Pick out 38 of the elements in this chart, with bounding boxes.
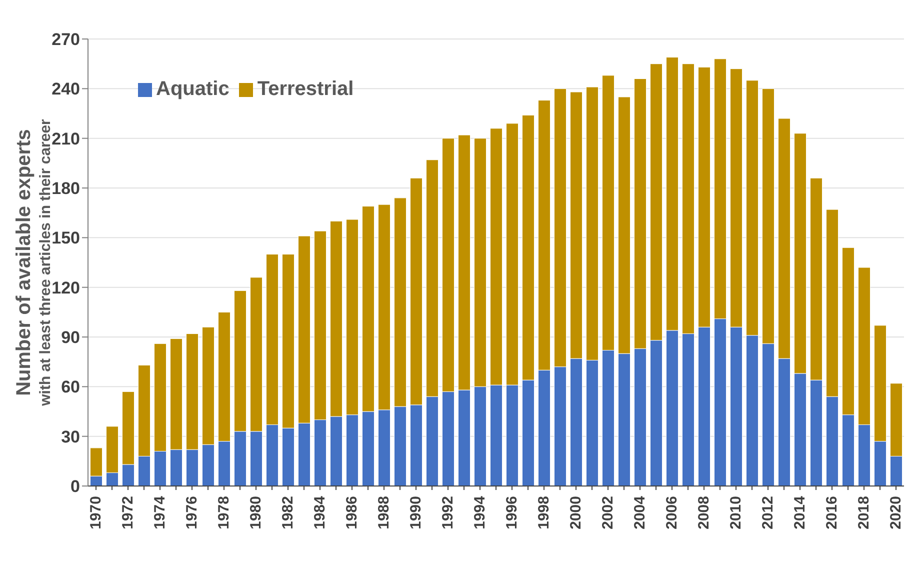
x-tick-label: 2004 [632,495,649,530]
x-tick-label: 2018 [856,496,873,530]
x-tick-label: 1986 [344,496,361,530]
y-tick-label: 150 [52,228,80,248]
x-tick-label: 1984 [312,495,329,530]
x-tick-label: 1976 [184,496,201,530]
x-tick-label: 1982 [280,496,297,530]
y-tick-label: 90 [61,328,80,348]
y-tick-label: 180 [52,179,80,198]
x-tick-label: 1978 [216,496,233,530]
y-tick-label: 0 [70,477,80,496]
x-tick-label: 2002 [600,496,617,530]
x-tick-label: 2010 [728,496,745,530]
y-tick-label: 30 [61,427,80,446]
legend-label: Aquatic [156,78,230,100]
x-tick-label: 2000 [568,496,585,530]
x-tick-label: 2006 [664,496,681,530]
x-tick-label: 1980 [248,496,265,530]
x-tick-label: 2020 [888,496,905,530]
legend-label: Terrestrial [257,78,354,100]
x-tick-label: 1990 [408,496,425,530]
x-tick-label: 1994 [472,495,489,530]
x-tick-label: 1996 [504,496,521,530]
y-tick-label: 120 [52,278,80,298]
x-tick-label: 1970 [88,496,105,530]
y-tick-label: 270 [52,30,80,50]
x-tick-label: 1972 [120,496,137,530]
x-tick-label: 2014 [792,495,809,530]
x-tick-label: 2016 [824,496,841,530]
x-tick-label: 1992 [440,496,457,530]
x-tick-label: 1974 [152,495,169,530]
x-tick-label: 1998 [536,496,553,530]
y-tick-label: 60 [61,378,80,397]
y-tick-label: 240 [52,80,80,99]
x-tick-label: 1988 [376,496,393,530]
y-tick-label: 210 [52,129,80,148]
x-tick-label: 2012 [760,496,777,530]
x-tick-label: 2008 [696,496,713,530]
